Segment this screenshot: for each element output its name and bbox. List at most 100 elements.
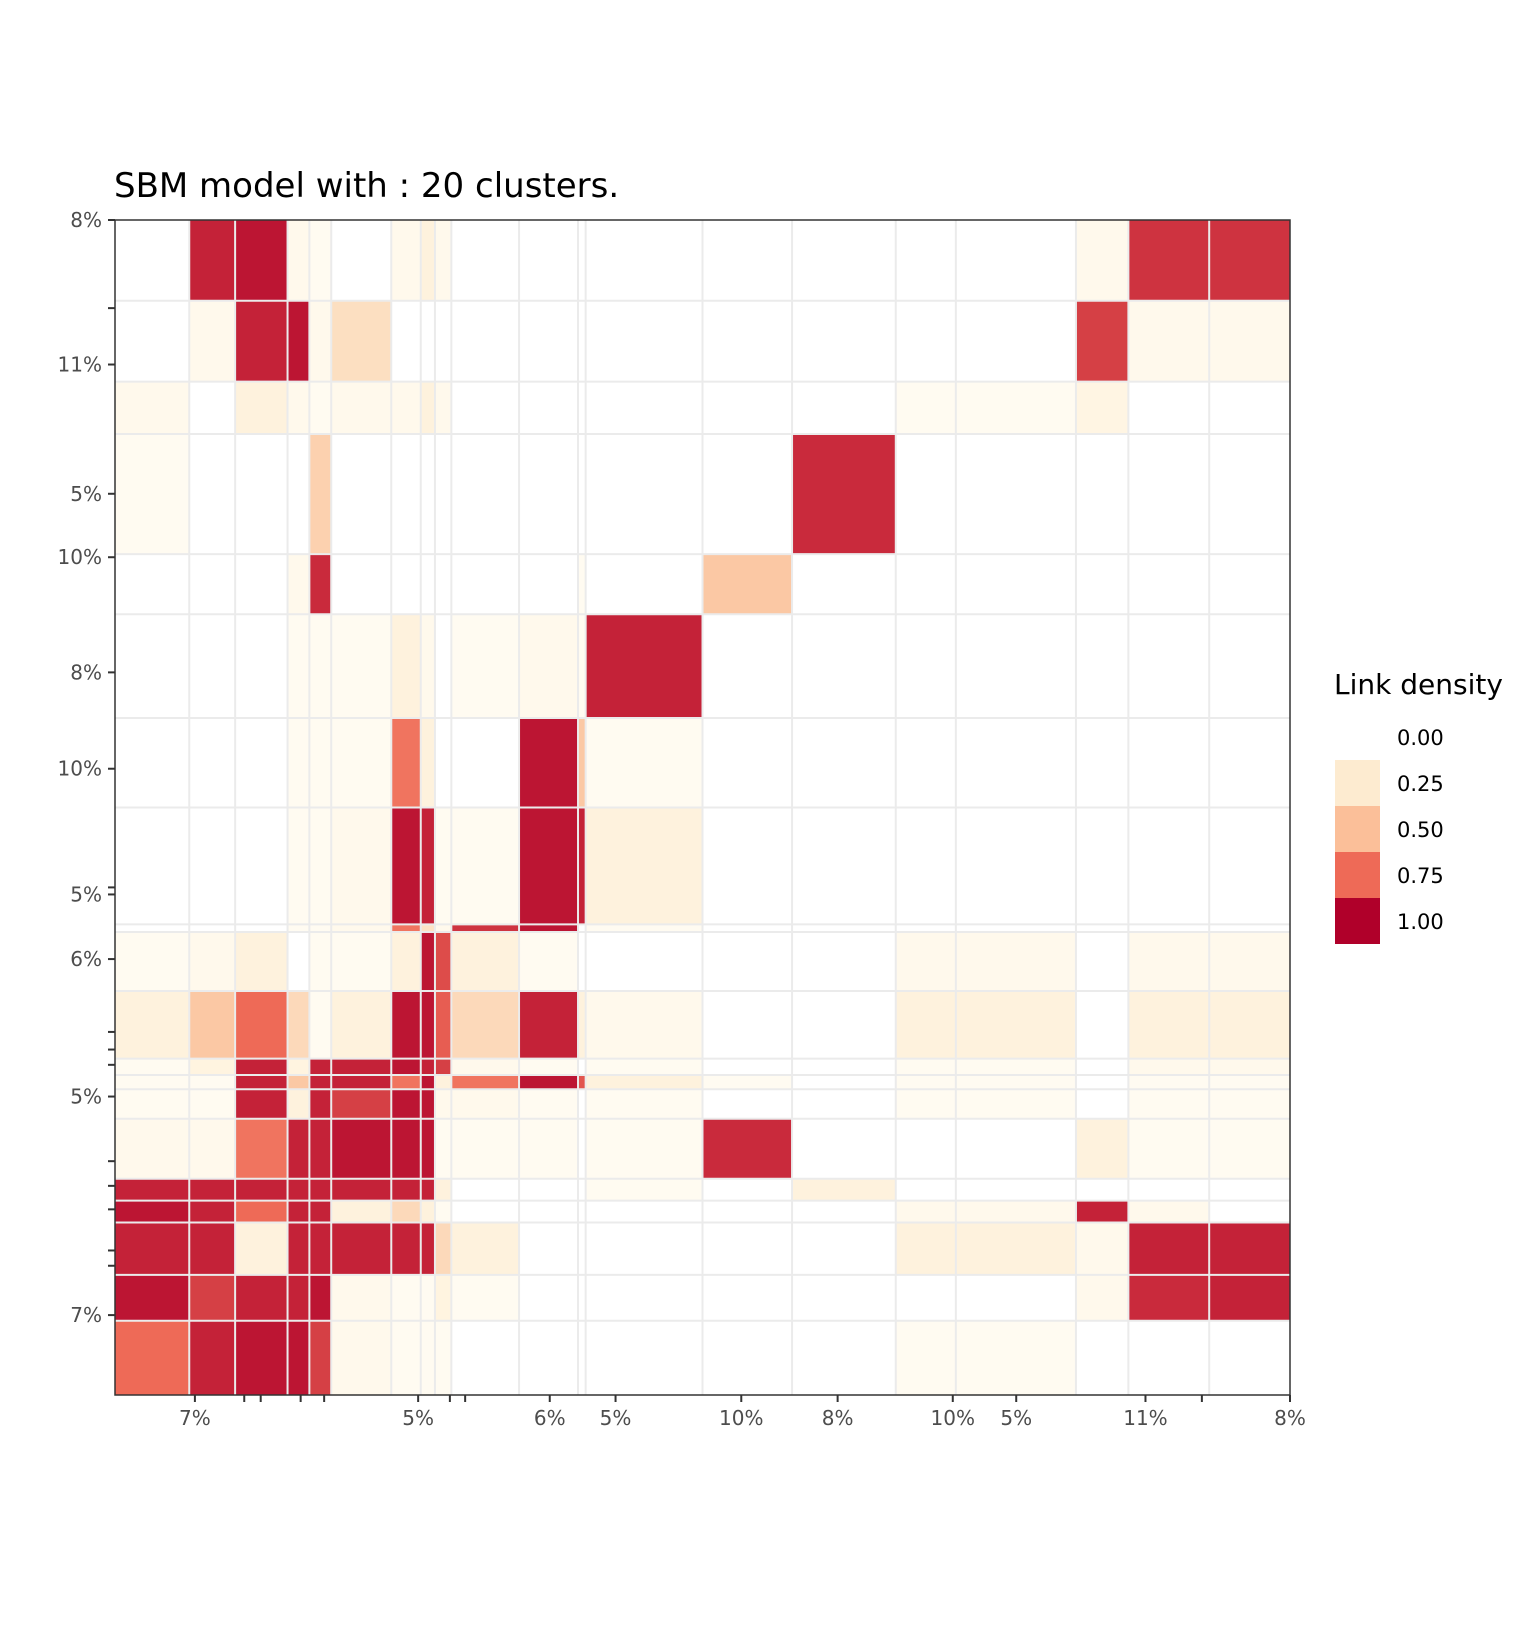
heatmap-cell bbox=[420, 924, 435, 932]
heatmap-cell bbox=[1128, 434, 1210, 555]
heatmap-cell bbox=[331, 1118, 392, 1179]
heatmap-cell bbox=[519, 1320, 579, 1395]
heatmap-cell bbox=[235, 614, 288, 718]
heatmap-cell bbox=[420, 717, 435, 808]
heatmap-cell bbox=[1209, 1058, 1290, 1076]
heatmap-cell bbox=[115, 924, 190, 932]
heatmap-cell bbox=[578, 381, 586, 435]
heatmap-cell bbox=[585, 381, 703, 435]
heatmap-cell bbox=[434, 220, 452, 301]
heatmap-cell bbox=[792, 1118, 896, 1179]
heatmap-cell bbox=[331, 1058, 392, 1076]
heatmap-cell bbox=[1075, 300, 1129, 382]
heatmap-cell bbox=[519, 220, 579, 301]
heatmap-cell bbox=[1128, 554, 1210, 615]
heatmap-cell bbox=[792, 220, 896, 301]
heatmap-cell bbox=[895, 1222, 956, 1275]
heatmap-cell bbox=[1075, 990, 1129, 1059]
y-tick-label: 11% bbox=[58, 353, 102, 377]
heatmap-cell bbox=[955, 220, 1076, 301]
heatmap-cell bbox=[309, 554, 332, 615]
heatmap-cell bbox=[895, 300, 956, 382]
heatmap-cell bbox=[585, 1058, 703, 1076]
heatmap-cell bbox=[895, 220, 956, 301]
heatmap-cell bbox=[287, 434, 310, 555]
heatmap-cell bbox=[1075, 1075, 1129, 1090]
heatmap-cell bbox=[391, 614, 421, 718]
heatmap-cell bbox=[578, 717, 586, 808]
heatmap-cell bbox=[309, 1222, 332, 1275]
heatmap-cell bbox=[451, 924, 520, 932]
heatmap-cell bbox=[434, 381, 452, 435]
heatmap-cell bbox=[519, 717, 579, 808]
legend-swatch bbox=[1335, 852, 1380, 898]
heatmap-cell bbox=[235, 1320, 288, 1395]
y-tick-label: 10% bbox=[58, 545, 102, 569]
heatmap-cell bbox=[391, 1058, 421, 1076]
heatmap-cell bbox=[895, 614, 956, 718]
heatmap-cell bbox=[331, 924, 392, 932]
heatmap-cell bbox=[420, 1200, 435, 1223]
heatmap-cell bbox=[391, 1320, 421, 1395]
heatmap-cell bbox=[955, 1118, 1076, 1179]
heatmap-cell bbox=[331, 554, 392, 615]
heatmap-cell bbox=[287, 1274, 310, 1321]
heatmap-cell bbox=[792, 717, 896, 808]
heatmap-cell bbox=[115, 1075, 190, 1090]
heatmap-cell bbox=[1128, 1178, 1210, 1201]
heatmap-cell bbox=[309, 434, 332, 555]
heatmap-cell bbox=[331, 434, 392, 555]
heatmap-cell bbox=[115, 614, 190, 718]
heatmap-cell bbox=[955, 434, 1076, 555]
heatmap-cell bbox=[585, 931, 703, 991]
heatmap-cell bbox=[895, 924, 956, 932]
heatmap-cell bbox=[420, 300, 435, 382]
heatmap-cell bbox=[1075, 381, 1129, 435]
heatmap-cell bbox=[955, 554, 1076, 615]
heatmap-cell bbox=[287, 717, 310, 808]
heatmap-cell bbox=[1075, 1089, 1129, 1119]
heatmap-cells bbox=[115, 220, 1290, 1395]
heatmap-cell bbox=[1075, 1274, 1129, 1321]
heatmap-cell bbox=[434, 1222, 452, 1275]
heatmap-cell bbox=[519, 381, 579, 435]
heatmap-cell bbox=[578, 1222, 586, 1275]
heatmap-cell bbox=[287, 381, 310, 435]
heatmap-cell bbox=[1128, 1118, 1210, 1179]
heatmap-cell bbox=[702, 931, 793, 991]
heatmap-cell bbox=[235, 1118, 288, 1179]
heatmap-cell bbox=[895, 554, 956, 615]
heatmap-cell bbox=[585, 1320, 703, 1395]
heatmap-cell bbox=[702, 924, 793, 932]
heatmap-cell bbox=[792, 924, 896, 932]
heatmap-cell bbox=[434, 434, 452, 555]
heatmap-cell bbox=[235, 381, 288, 435]
heatmap-cell bbox=[420, 434, 435, 555]
heatmap-cell bbox=[391, 554, 421, 615]
heatmap-cell bbox=[955, 1178, 1076, 1201]
heatmap-cell bbox=[519, 1178, 579, 1201]
y-tick-label: 8% bbox=[70, 208, 102, 232]
heatmap-cell bbox=[792, 931, 896, 991]
heatmap-cell bbox=[235, 931, 288, 991]
heatmap-cell bbox=[1075, 1200, 1129, 1223]
heatmap-cell bbox=[1209, 807, 1290, 925]
heatmap-cell bbox=[702, 1200, 793, 1223]
heatmap-cell bbox=[702, 1089, 793, 1119]
heatmap-cell bbox=[434, 717, 452, 808]
heatmap-cell bbox=[585, 1075, 703, 1090]
heatmap-cell bbox=[189, 1274, 236, 1321]
heatmap-cell bbox=[895, 1075, 956, 1090]
heatmap-cell bbox=[1209, 220, 1290, 301]
heatmap-cell bbox=[420, 1118, 435, 1179]
heatmap-cell bbox=[331, 717, 392, 808]
heatmap-cell bbox=[331, 1274, 392, 1321]
heatmap-cell bbox=[578, 1075, 586, 1090]
heatmap-cell bbox=[451, 381, 520, 435]
heatmap-cell bbox=[309, 1089, 332, 1119]
legend-label: 0.75 bbox=[1397, 864, 1444, 888]
heatmap-cell bbox=[309, 1118, 332, 1179]
heatmap-cell bbox=[1128, 1075, 1210, 1090]
heatmap-cell bbox=[1128, 1089, 1210, 1119]
legend-swatch bbox=[1335, 806, 1380, 852]
